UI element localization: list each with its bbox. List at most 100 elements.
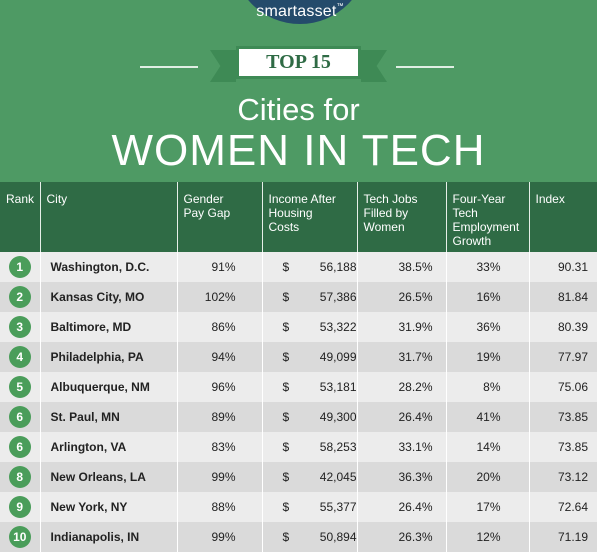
growth-cell: 16% xyxy=(446,282,530,312)
rank-badge: 6 xyxy=(8,436,31,458)
city-cell: St. Paul, MN xyxy=(40,402,178,432)
income-cell: $55,377 xyxy=(262,492,358,522)
pay-gap-cell: 96% xyxy=(177,372,263,402)
dollar-sign: $ xyxy=(282,470,290,484)
income-cell: $58,253 xyxy=(262,432,358,462)
table-row[interactable]: 5 Albuquerque, NM 96% $53,181 28.2% 8% 7… xyxy=(0,372,597,402)
dollar-sign: $ xyxy=(282,350,290,364)
brand-trademark: ™ xyxy=(336,3,344,10)
index-cell: 75.06 xyxy=(529,372,597,402)
table-body: 1 Washington, D.C. 91% $56,188 38.5% 33%… xyxy=(0,252,597,552)
title-line-2: WOMEN IN TECH xyxy=(111,126,486,175)
income-amount: 58,253 xyxy=(319,440,357,454)
tech-jobs-cell: 33.1% xyxy=(357,432,447,462)
table-row[interactable]: 10 Indianapolis, IN 99% $50,894 26.3% 12… xyxy=(0,522,597,552)
tech-jobs-cell: 36.3% xyxy=(357,462,447,492)
income-amount: 57,386 xyxy=(319,290,357,304)
pay-gap-cell: 102% xyxy=(177,282,263,312)
income-amount: 56,188 xyxy=(319,260,357,274)
header-growth[interactable]: Four-Year Tech Employment Growth xyxy=(446,182,530,252)
income-cell: $42,045 xyxy=(262,462,358,492)
growth-cell: 33% xyxy=(446,252,530,282)
rank-badge: 6 xyxy=(8,406,31,428)
tech-jobs-cell: 26.4% xyxy=(357,402,447,432)
dollar-sign: $ xyxy=(282,290,290,304)
rank-cell: 4 xyxy=(0,342,41,372)
growth-cell: 19% xyxy=(446,342,530,372)
dollar-sign: $ xyxy=(282,500,290,514)
brand-name: smartasset xyxy=(256,3,337,20)
title-line-1: Cities for xyxy=(237,92,360,127)
dollar-sign: $ xyxy=(282,530,290,544)
rank-cell: 9 xyxy=(0,492,41,522)
divider-line-left xyxy=(140,66,198,68)
dollar-sign: $ xyxy=(282,440,290,454)
ribbon-tail-left xyxy=(210,50,236,82)
pay-gap-cell: 99% xyxy=(177,522,263,552)
table-row[interactable]: 9 New York, NY 88% $55,377 26.4% 17% 72.… xyxy=(0,492,597,522)
rank-cell: 5 xyxy=(0,372,41,402)
rank-badge: 1 xyxy=(8,256,31,278)
tech-jobs-cell: 28.2% xyxy=(357,372,447,402)
rank-cell: 3 xyxy=(0,312,41,342)
dollar-sign: $ xyxy=(282,380,290,394)
index-cell: 71.19 xyxy=(529,522,597,552)
header-income[interactable]: Income After Housing Costs xyxy=(262,182,358,252)
brand-logo[interactable]: smartasset™ xyxy=(232,3,368,21)
dollar-sign: $ xyxy=(282,260,290,274)
growth-cell: 36% xyxy=(446,312,530,342)
growth-cell: 17% xyxy=(446,492,530,522)
index-cell: 73.85 xyxy=(529,402,597,432)
dollar-sign: $ xyxy=(282,320,290,334)
city-cell: Washington, D.C. xyxy=(40,252,178,282)
rank-cell: 2 xyxy=(0,282,41,312)
index-cell: 80.39 xyxy=(529,312,597,342)
pay-gap-cell: 86% xyxy=(177,312,263,342)
growth-cell: 12% xyxy=(446,522,530,552)
city-cell: Baltimore, MD xyxy=(40,312,178,342)
rank-cell: 6 xyxy=(0,432,41,462)
city-cell: Philadelphia, PA xyxy=(40,342,178,372)
rankings-table: Rank City Gender Pay Gap Income After Hous… xyxy=(0,182,597,552)
income-cell: $57,386 xyxy=(262,282,358,312)
tech-jobs-cell: 38.5% xyxy=(357,252,447,282)
tech-jobs-cell: 31.7% xyxy=(357,342,447,372)
tech-jobs-cell: 26.5% xyxy=(357,282,447,312)
divider-line-right xyxy=(396,66,454,68)
tech-jobs-cell: 31.9% xyxy=(357,312,447,342)
income-amount: 49,300 xyxy=(319,410,357,424)
index-cell: 90.31 xyxy=(529,252,597,282)
rank-cell: 6 xyxy=(0,402,41,432)
table-row[interactable]: 3 Baltimore, MD 86% $53,322 31.9% 36% 80… xyxy=(0,312,597,342)
pay-gap-cell: 91% xyxy=(177,252,263,282)
table-row[interactable]: 8 New Orleans, LA 99% $42,045 36.3% 20% … xyxy=(0,462,597,492)
rank-badge: 4 xyxy=(8,346,31,368)
table-row[interactable]: 6 St. Paul, MN 89% $49,300 26.4% 41% 73.… xyxy=(0,402,597,432)
top-15-badge: TOP 15 xyxy=(236,46,361,79)
rank-badge: 2 xyxy=(8,286,31,308)
table-row[interactable]: 4 Philadelphia, PA 94% $49,099 31.7% 19%… xyxy=(0,342,597,372)
pay-gap-cell: 83% xyxy=(177,432,263,462)
header-tech-jobs[interactable]: Tech Jobs Filled by Women xyxy=(357,182,447,252)
header-city[interactable]: City xyxy=(40,182,178,252)
income-cell: $50,894 xyxy=(262,522,358,552)
growth-cell: 8% xyxy=(446,372,530,402)
city-cell: Arlington, VA xyxy=(40,432,178,462)
header-index[interactable]: Index xyxy=(529,182,597,252)
pay-gap-cell: 94% xyxy=(177,342,263,372)
income-amount: 50,894 xyxy=(319,530,357,544)
index-cell: 81.84 xyxy=(529,282,597,312)
pay-gap-cell: 89% xyxy=(177,402,263,432)
rank-cell: 1 xyxy=(0,252,41,282)
income-amount: 53,181 xyxy=(319,380,357,394)
rank-cell: 8 xyxy=(0,462,41,492)
table-row[interactable]: 6 Arlington, VA 83% $58,253 33.1% 14% 73… xyxy=(0,432,597,462)
header-rank[interactable]: Rank xyxy=(0,182,41,252)
table-row[interactable]: 1 Washington, D.C. 91% $56,188 38.5% 33%… xyxy=(0,252,597,282)
tech-jobs-cell: 26.3% xyxy=(357,522,447,552)
table-row[interactable]: 2 Kansas City, MO 102% $57,386 26.5% 16%… xyxy=(0,282,597,312)
rank-badge: 3 xyxy=(8,316,31,338)
header-pay-gap[interactable]: Gender Pay Gap xyxy=(177,182,263,252)
rank-cell: 10 xyxy=(0,522,41,552)
index-cell: 72.64 xyxy=(529,492,597,522)
